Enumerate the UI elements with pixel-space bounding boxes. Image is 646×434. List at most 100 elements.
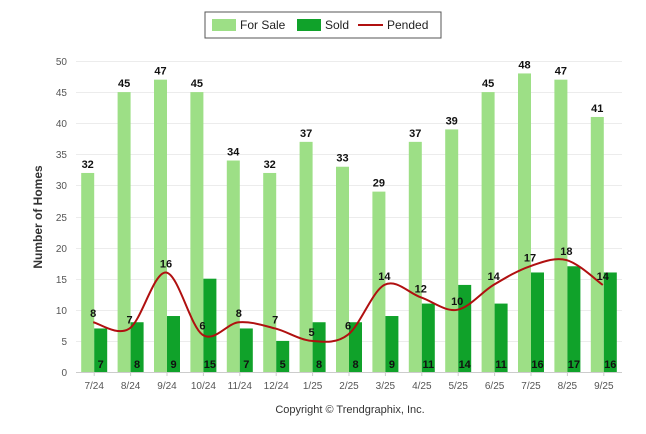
data-label-sold: 17 [568,359,580,371]
data-label-pended: 14 [487,271,500,283]
data-label-pended: 12 [415,283,427,295]
y-tick-label: 25 [56,213,68,224]
x-tick-label: 8/24 [121,381,141,392]
bar-for-sale [518,73,531,372]
bar-sold [494,303,508,372]
y-tick-label: 0 [61,368,67,379]
data-label-for-sale: 45 [482,78,494,90]
y-tick-label: 20 [56,244,68,255]
y-tick-label: 10 [56,306,68,317]
data-label-sold: 7 [243,359,249,371]
x-tick-label: 4/25 [412,381,432,392]
x-tick-label: 2/25 [339,381,359,392]
data-label-for-sale: 29 [373,178,385,190]
data-label-sold: 5 [280,359,286,371]
data-label-pended: 14 [378,271,391,283]
x-tick-label: 8/25 [558,381,578,392]
data-label-sold: 16 [604,359,616,371]
x-tick-label: 6/25 [485,381,505,392]
x-tick-label: 12/24 [264,381,289,392]
x-tick-label: 10/24 [191,381,216,392]
data-label-for-sale: 37 [300,128,312,140]
bar-sold [531,272,544,372]
data-label-for-sale: 41 [591,103,603,115]
data-label-for-sale: 32 [264,159,276,171]
legend-label-sold: Sold [325,18,349,32]
bar-sold [276,340,290,372]
copyright-footer: Copyright © Trendgraphix, Inc. [275,404,424,416]
bar-for-sale [445,129,459,372]
data-label-sold: 7 [98,359,104,371]
bar-for-sale [481,92,495,372]
bar-sold [167,316,180,372]
bar-sold [458,284,472,372]
x-tick-label: 9/25 [594,381,614,392]
x-tick-label: 5/25 [448,381,468,392]
bar-sold [130,322,144,372]
data-label-pended: 8 [236,308,242,320]
data-label-for-sale: 47 [154,66,166,78]
data-labels: 32 7 8 45 8 7 47 9 16 45 15 6 34 7 8 32 5 7 37 8 5 33 8 6 29 9 14 3… [82,59,617,371]
bar-sold [239,328,253,372]
bar-sold [312,322,326,372]
data-label-pended: 8 [90,308,96,320]
legend-label-for-sale: For Sale [240,18,286,32]
y-tick-label: 5 [61,337,67,348]
data-label-pended: 6 [345,321,351,333]
bar-sold [349,322,362,372]
data-label-for-sale: 48 [518,59,530,71]
data-label-for-sale: 34 [227,147,240,159]
data-label-pended: 10 [451,296,463,308]
data-label-for-sale: 45 [118,78,130,90]
y-tick-label: 50 [56,57,68,68]
bar-sold [203,278,217,372]
data-label-sold: 11 [495,359,507,371]
legend-swatch-sold [297,19,321,31]
data-label-for-sale: 33 [336,153,348,165]
bar-sold [603,272,617,372]
bar-for-sale [299,141,313,372]
data-label-pended: 5 [309,327,315,339]
x-tick-label: 1/25 [303,381,323,392]
data-label-for-sale: 45 [191,78,203,90]
bar-for-sale [81,172,95,372]
bars [81,73,617,372]
y-tick-label: 45 [56,88,68,99]
data-label-sold: 11 [422,359,434,371]
data-label-sold: 15 [204,359,216,371]
bar-for-sale [117,92,131,372]
bar-for-sale [190,92,204,372]
data-label-sold: 14 [459,359,472,371]
data-label-sold: 16 [531,359,543,371]
bar-for-sale [336,166,349,372]
data-label-pended: 16 [160,258,172,270]
bar-sold [94,328,108,372]
data-label-sold: 9 [170,359,176,371]
data-label-for-sale: 47 [555,66,567,78]
bar-for-sale [590,116,604,372]
y-tick-label: 15 [56,275,68,286]
bar-for-sale [154,79,167,372]
bar-for-sale [226,160,240,372]
data-label-sold: 9 [389,359,395,371]
y-axis-ticks: 0 5 10 15 20 25 30 35 40 45 50 [56,57,68,379]
data-label-pended: 7 [272,314,278,326]
x-tick-label: 7/25 [521,381,541,392]
bar-sold [421,303,435,372]
bar-for-sale [408,141,422,372]
bar-sold [385,316,399,372]
data-label-for-sale: 37 [409,128,421,140]
data-label-pended: 7 [127,314,133,326]
data-label-sold: 8 [316,359,322,371]
data-label-for-sale: 32 [82,159,94,171]
legend: For Sale Sold Pended [204,11,442,39]
x-tick-label: 9/24 [157,381,177,392]
y-tick-label: 40 [56,119,68,130]
data-label-pended: 18 [560,246,572,258]
x-axis-ticks: 7/24 8/24 9/24 10/24 11/24 12/24 1/25 2/25 3/25 4… [84,372,614,392]
series-line-pended [92,258,604,343]
y-axis-label: Number of Homes [31,165,45,269]
legend-box [204,11,442,39]
data-label-pended: 17 [524,252,536,264]
y-tick-label: 30 [56,181,68,192]
